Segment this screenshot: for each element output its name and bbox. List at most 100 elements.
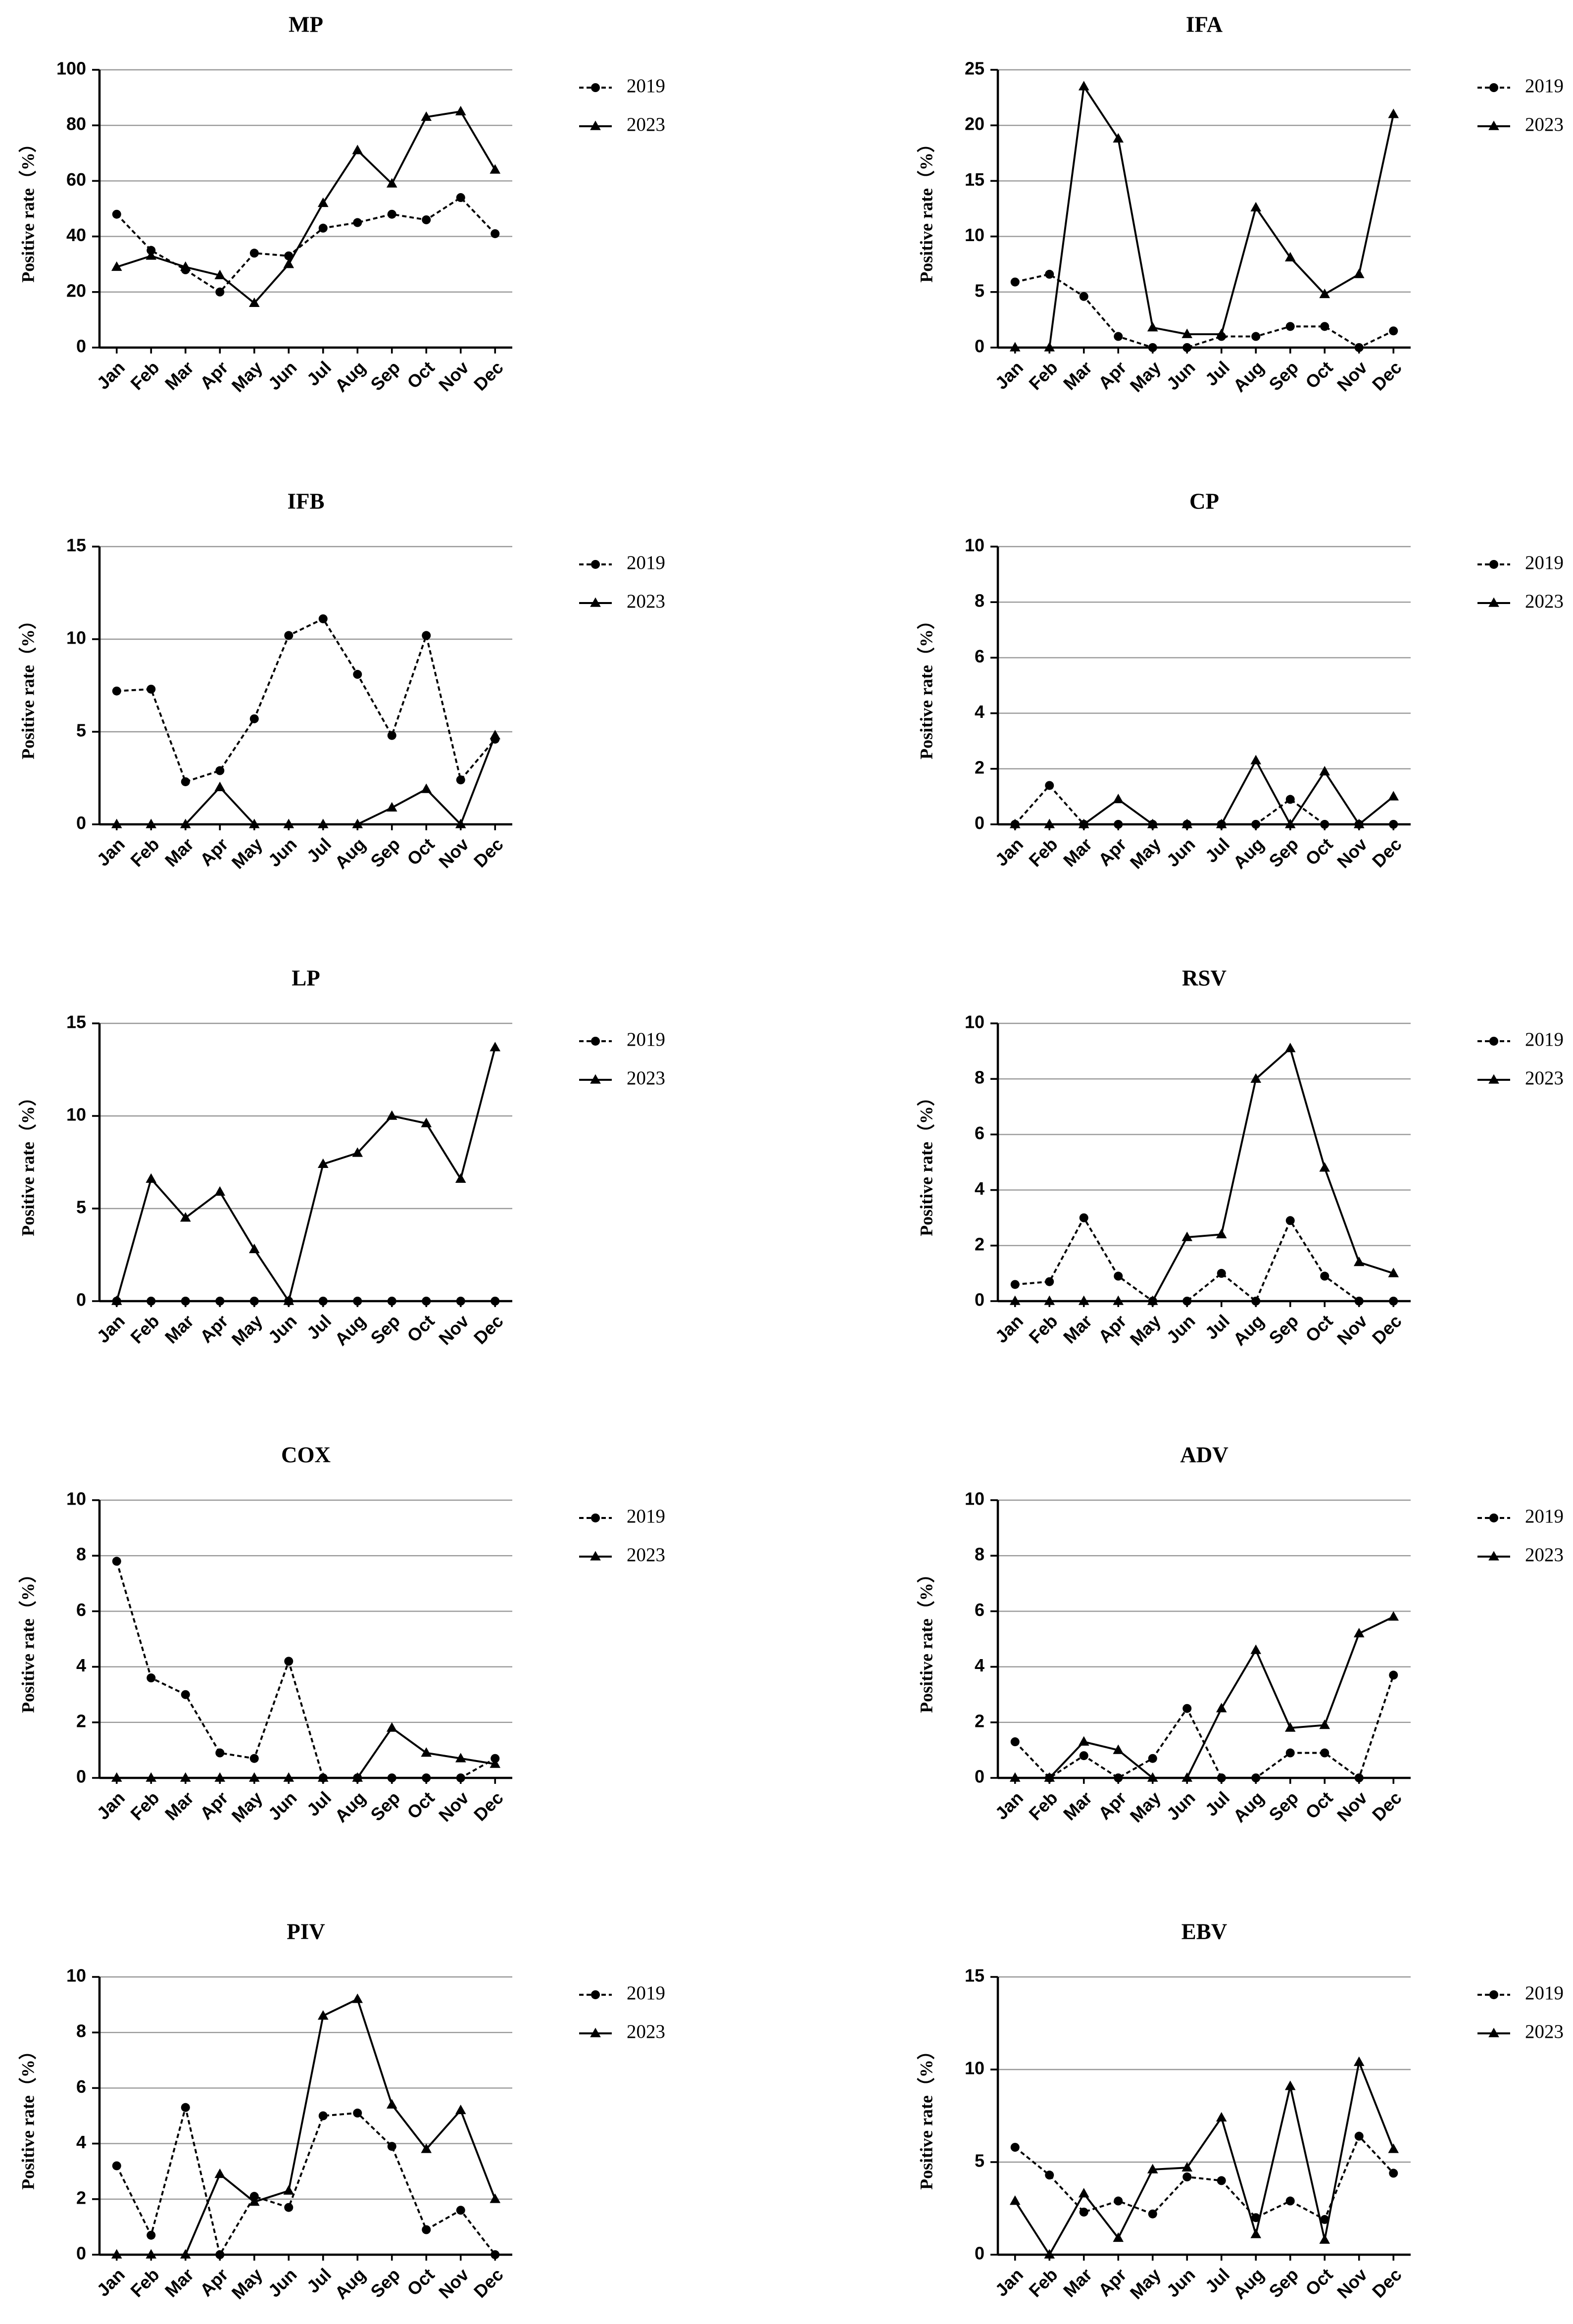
data-point <box>1078 81 1089 91</box>
x-tick-label: Dec <box>1368 1787 1406 1825</box>
legend-marker <box>590 597 601 607</box>
data-point <box>1285 1748 1295 1758</box>
chart-title: LP <box>292 965 320 990</box>
y-tick-label: 4 <box>975 1655 984 1675</box>
data-point <box>1181 1772 1193 1782</box>
y-axis-label: Positive rate（%） <box>916 135 936 283</box>
data-point <box>1148 1754 1157 1763</box>
data-point <box>1009 818 1021 828</box>
data-point <box>1388 791 1399 801</box>
data-point <box>147 1296 156 1306</box>
y-tick-label: 0 <box>975 2243 984 2263</box>
x-tick-label: May <box>228 2264 266 2303</box>
x-tick-label: Jan <box>991 834 1027 870</box>
y-axis-label: Positive rate（%） <box>916 2042 936 2190</box>
y-tick-label: 0 <box>975 1289 984 1310</box>
x-tick-label: Dec <box>1368 2264 1406 2302</box>
legend-marker <box>590 120 601 130</box>
x-tick-label: May <box>228 834 266 872</box>
legend-marker <box>1488 2027 1499 2037</box>
series-line <box>115 1047 496 1304</box>
x-tick-label: Aug <box>331 357 369 396</box>
data-point <box>146 2249 157 2259</box>
data-point <box>248 1243 260 1254</box>
data-point <box>1078 1736 1089 1746</box>
data-point <box>111 261 122 271</box>
legend-label: 2023 <box>627 1544 665 1566</box>
chart-title: IFA <box>1186 12 1223 37</box>
data-point <box>1319 1162 1330 1172</box>
data-point <box>214 1186 226 1196</box>
x-tick-label: Feb <box>126 834 163 870</box>
data-point <box>1250 202 1262 212</box>
x-tick-label: Nov <box>435 357 473 395</box>
series-line <box>1015 84 1395 349</box>
data-point <box>1251 819 1261 829</box>
data-point <box>1353 1627 1365 1638</box>
series-line <box>116 1726 495 1779</box>
data-point <box>1009 1295 1021 1305</box>
data-point <box>318 2111 328 2121</box>
y-tick-label: 6 <box>76 1600 86 1620</box>
x-tick-label: Feb <box>126 1787 163 1824</box>
x-tick-label: Jan <box>991 1787 1027 1823</box>
y-tick-label: 0 <box>76 336 86 356</box>
data-point <box>1044 818 1055 828</box>
x-tick-label: Nov <box>435 2264 473 2302</box>
data-point <box>317 1772 329 1782</box>
data-point <box>1319 766 1330 776</box>
series-line <box>1015 273 1394 349</box>
series-line <box>1015 1616 1394 1779</box>
data-point <box>1285 322 1295 331</box>
y-tick-label: 15 <box>965 169 984 190</box>
y-tick-label: 0 <box>76 1766 86 1786</box>
legend-label: 2019 <box>1525 1982 1564 2004</box>
y-tick-label: 5 <box>975 280 984 301</box>
data-point <box>112 1557 121 1566</box>
x-tick-label: Jun <box>1162 2264 1199 2301</box>
data-point <box>249 1296 259 1306</box>
data-point <box>1250 1073 1262 1083</box>
y-tick-label: 4 <box>975 702 984 722</box>
data-point <box>146 250 157 260</box>
data-point <box>215 287 225 297</box>
data-point <box>1147 2164 1158 2173</box>
series-line <box>1015 1046 1394 1302</box>
data-point <box>1113 133 1124 143</box>
data-point <box>1182 1704 1192 1713</box>
x-tick-label: Apr <box>1094 2264 1131 2300</box>
data-point <box>1216 818 1227 828</box>
y-tick-label: 2 <box>975 1711 984 1731</box>
data-point <box>490 1758 501 1768</box>
y-tick-label: 8 <box>975 1544 984 1565</box>
series-line <box>1015 1215 1394 1303</box>
x-tick-label: Sep <box>366 1311 404 1348</box>
x-tick-label: Oct <box>1301 834 1336 869</box>
y-tick-label: 10 <box>965 1011 984 1032</box>
data-point <box>387 1773 396 1782</box>
data-point <box>1320 819 1329 829</box>
data-point <box>1010 1737 1020 1747</box>
data-point <box>1285 2196 1295 2206</box>
x-tick-label: Jan <box>93 834 129 870</box>
x-tick-label: Dec <box>1368 357 1406 395</box>
x-tick-label: Mar <box>1059 1787 1096 1824</box>
series-line <box>116 110 496 304</box>
x-tick-label: Mar <box>161 357 197 394</box>
data-point <box>317 818 329 828</box>
data-point <box>111 2249 122 2259</box>
data-point <box>1078 2188 1089 2198</box>
data-point <box>1251 1296 1261 1306</box>
data-point <box>1009 1772 1021 1782</box>
chart-title: ADV <box>1180 1442 1228 1467</box>
y-tick-label: 80 <box>66 114 86 134</box>
data-point <box>215 1296 225 1306</box>
x-tick-label: May <box>1126 834 1165 872</box>
x-tick-label: Aug <box>1229 1311 1268 1349</box>
x-tick-label: May <box>1126 2264 1165 2303</box>
data-point <box>1010 2143 1020 2152</box>
data-point <box>1114 332 1123 341</box>
data-point <box>215 766 225 775</box>
x-tick-label: Feb <box>126 357 163 394</box>
legend-marker <box>590 1074 601 1084</box>
